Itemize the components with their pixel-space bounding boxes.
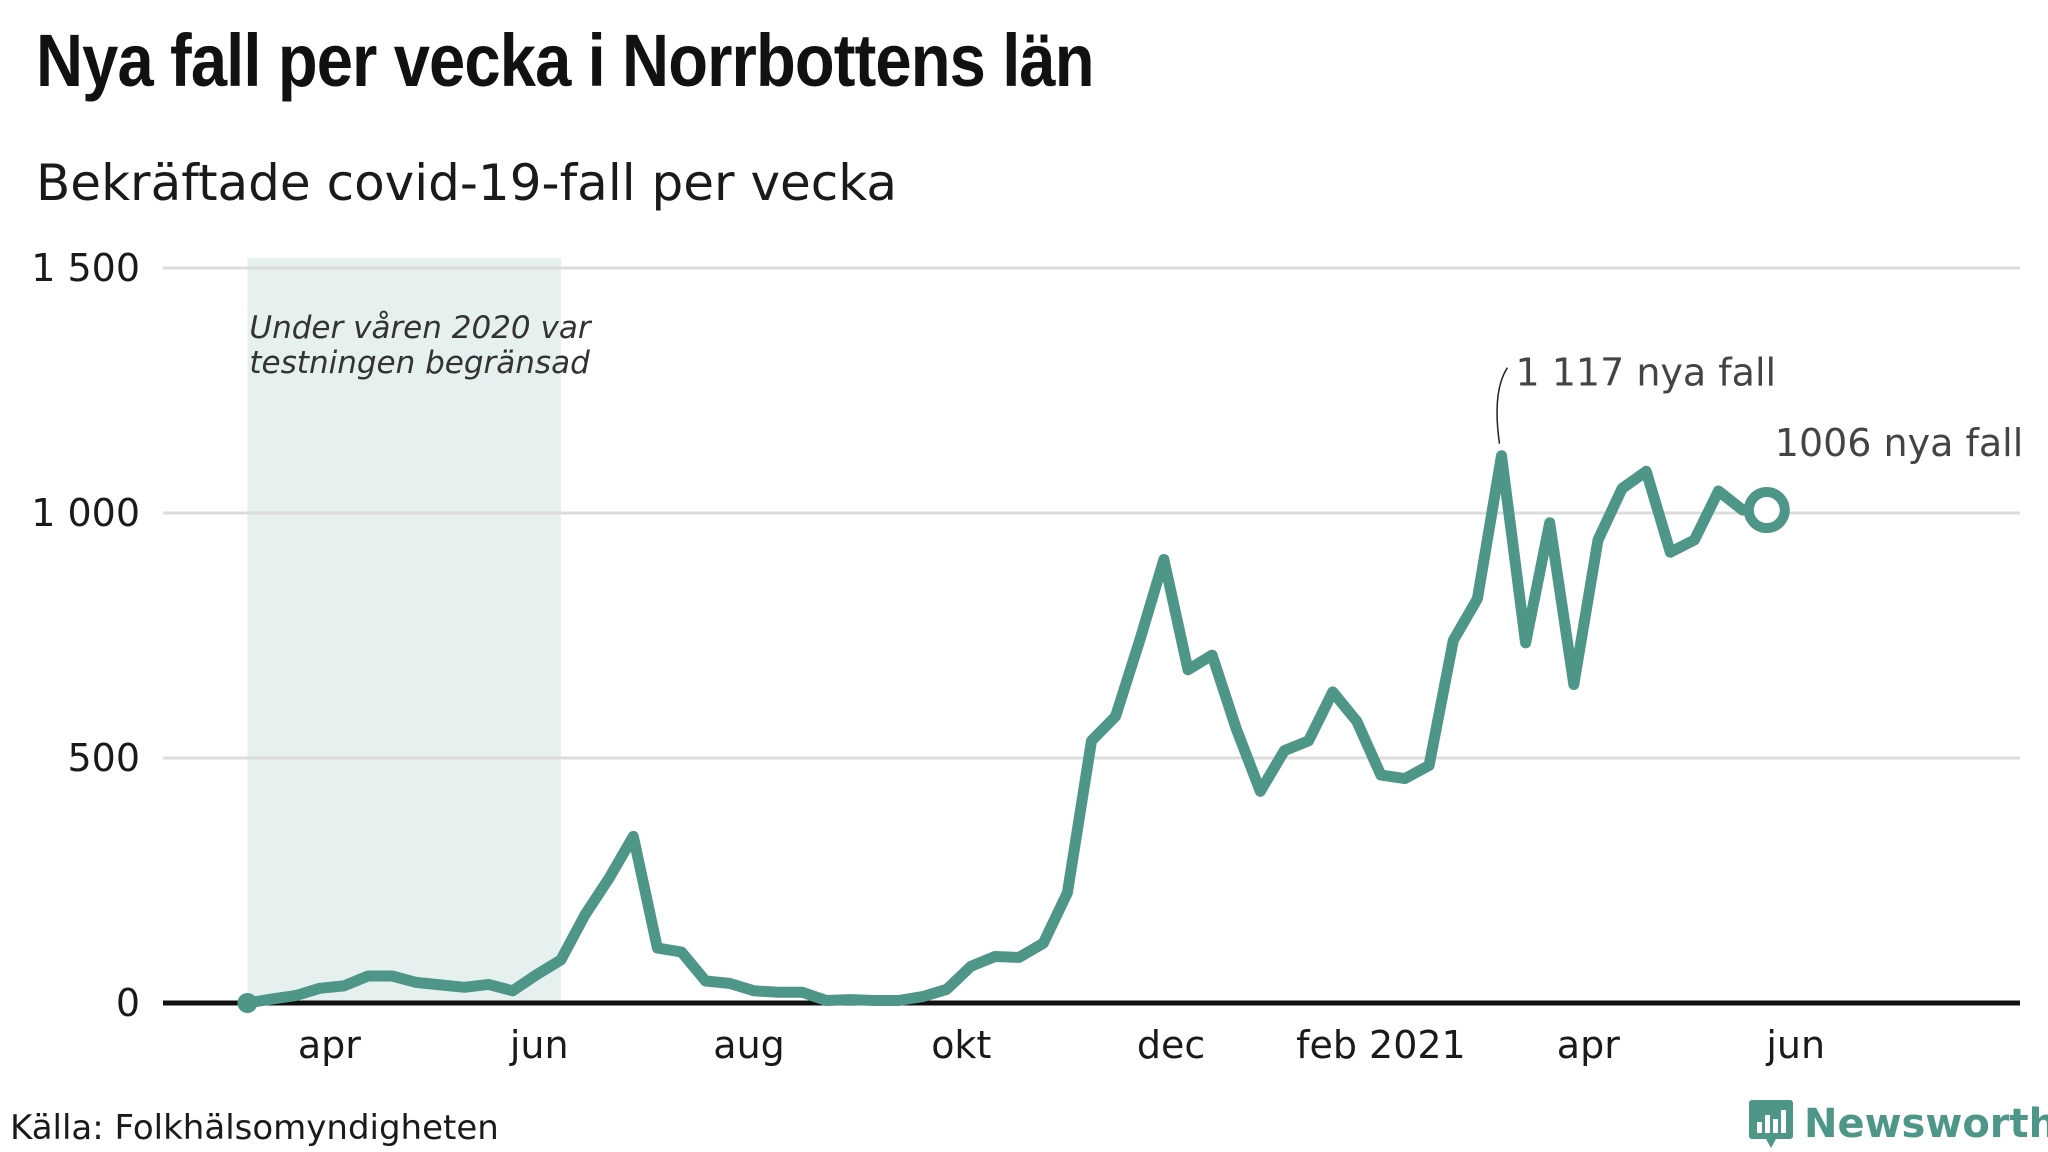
data-point-28	[921, 995, 924, 998]
shade-annotation-line-1: Under våren 2020 var	[249, 310, 592, 346]
x-axis-labels: apr jun aug okt dec feb 2021 apr jun	[298, 1023, 1825, 1067]
y-tick-label: 0	[116, 981, 140, 1025]
data-point-4	[342, 984, 345, 987]
data-point-49	[1428, 764, 1431, 767]
data-point-6	[391, 975, 394, 978]
data-point-39	[1186, 668, 1189, 671]
data-point-22	[776, 991, 779, 994]
data-point-47	[1379, 774, 1382, 777]
x-tick-label: okt	[931, 1023, 991, 1067]
data-points	[237, 454, 1744, 1013]
data-point-54	[1548, 521, 1551, 524]
data-point-19	[704, 979, 707, 982]
latest-point-marker	[1743, 487, 1790, 534]
brand-name: Newsworthy	[1804, 1101, 2048, 1147]
y-tick-label: 500	[67, 736, 140, 780]
data-point-38	[1162, 558, 1165, 561]
x-tick-label: dec	[1137, 1023, 1205, 1067]
data-point-23	[801, 991, 804, 994]
data-point-20	[728, 982, 731, 985]
data-point-21	[752, 989, 755, 992]
data-point-10	[487, 983, 490, 986]
data-point-11	[511, 989, 514, 992]
data-point-12	[535, 973, 538, 976]
data-point-62	[1741, 509, 1744, 512]
peak-annotation: 1 117 nya fall	[1515, 351, 1776, 395]
data-point-17	[656, 947, 659, 950]
data-point-1	[270, 998, 273, 1001]
data-point-56	[1596, 538, 1599, 541]
data-point-18	[680, 951, 683, 954]
start-point-marker	[237, 993, 258, 1013]
data-point-45	[1331, 690, 1334, 693]
newsworthy-logo: Newsworthy	[1748, 1098, 2048, 1150]
data-point-33	[1042, 942, 1045, 945]
peak-annotation-leader	[1496, 367, 1509, 444]
data-point-36	[1114, 715, 1117, 718]
data-point-8	[439, 983, 442, 986]
data-point-2	[294, 994, 297, 997]
data-point-59	[1669, 551, 1672, 554]
data-point-29	[945, 988, 948, 991]
y-axis-labels: 0 500 1 000 1 500	[31, 246, 140, 1025]
y-tick-label: 1 000	[31, 491, 140, 535]
data-point-48	[1404, 777, 1407, 780]
x-tick-label: apr	[298, 1023, 361, 1067]
data-point-35	[1090, 739, 1093, 742]
latest-annotation: 1006 nya fall	[1775, 421, 2024, 465]
data-point-51	[1476, 597, 1479, 600]
data-point-13	[559, 958, 562, 961]
data-point-42	[1259, 790, 1262, 793]
data-point-34	[1066, 891, 1069, 894]
chart-title: Nya fall per vecka i Norrbottens län	[36, 19, 1095, 102]
data-point-57	[1621, 487, 1624, 490]
x-tick-label: apr	[1557, 1023, 1620, 1067]
data-point-53	[1524, 641, 1527, 644]
data-point-32	[1018, 956, 1021, 959]
x-tick-label: jun	[1765, 1023, 1825, 1067]
data-point-27	[897, 999, 900, 1002]
data-point-7	[415, 981, 418, 984]
data-point-44	[1307, 739, 1310, 742]
data-point-30	[969, 965, 972, 968]
data-point-46	[1355, 720, 1358, 723]
chart-logo-icon	[1749, 1100, 1793, 1148]
data-point-40	[1211, 654, 1214, 657]
data-point-26	[873, 999, 876, 1002]
x-tick-label: jun	[509, 1023, 569, 1067]
data-point-55	[1572, 683, 1575, 686]
data-point-9	[463, 986, 466, 989]
data-point-14	[584, 913, 587, 916]
data-point-37	[1138, 639, 1141, 642]
data-point-31	[994, 955, 997, 958]
data-point-16	[632, 835, 635, 838]
data-point-60	[1693, 538, 1696, 541]
chart-subtitle: Bekräftade covid-19-fall per vecka	[36, 154, 898, 212]
data-point-50	[1452, 639, 1455, 642]
data-point-58	[1645, 470, 1648, 473]
data-point-61	[1717, 489, 1720, 492]
limited-testing-shade	[247, 258, 561, 1003]
data-point-5	[366, 975, 369, 978]
data-point-3	[318, 987, 321, 990]
data-point-41	[1235, 727, 1238, 730]
shade-annotation-line-2: testningen begränsad	[249, 345, 590, 381]
x-tick-label: feb 2021	[1296, 1023, 1466, 1067]
y-tick-label: 1 500	[31, 246, 140, 290]
data-point-15	[608, 877, 611, 880]
data-point-52	[1500, 454, 1503, 457]
data-point-24	[825, 999, 828, 1002]
source-note: Källa: Folkhälsomyndigheten	[10, 1108, 499, 1148]
data-point-25	[849, 998, 852, 1001]
x-tick-label: aug	[713, 1023, 785, 1067]
data-point-43	[1283, 749, 1286, 752]
